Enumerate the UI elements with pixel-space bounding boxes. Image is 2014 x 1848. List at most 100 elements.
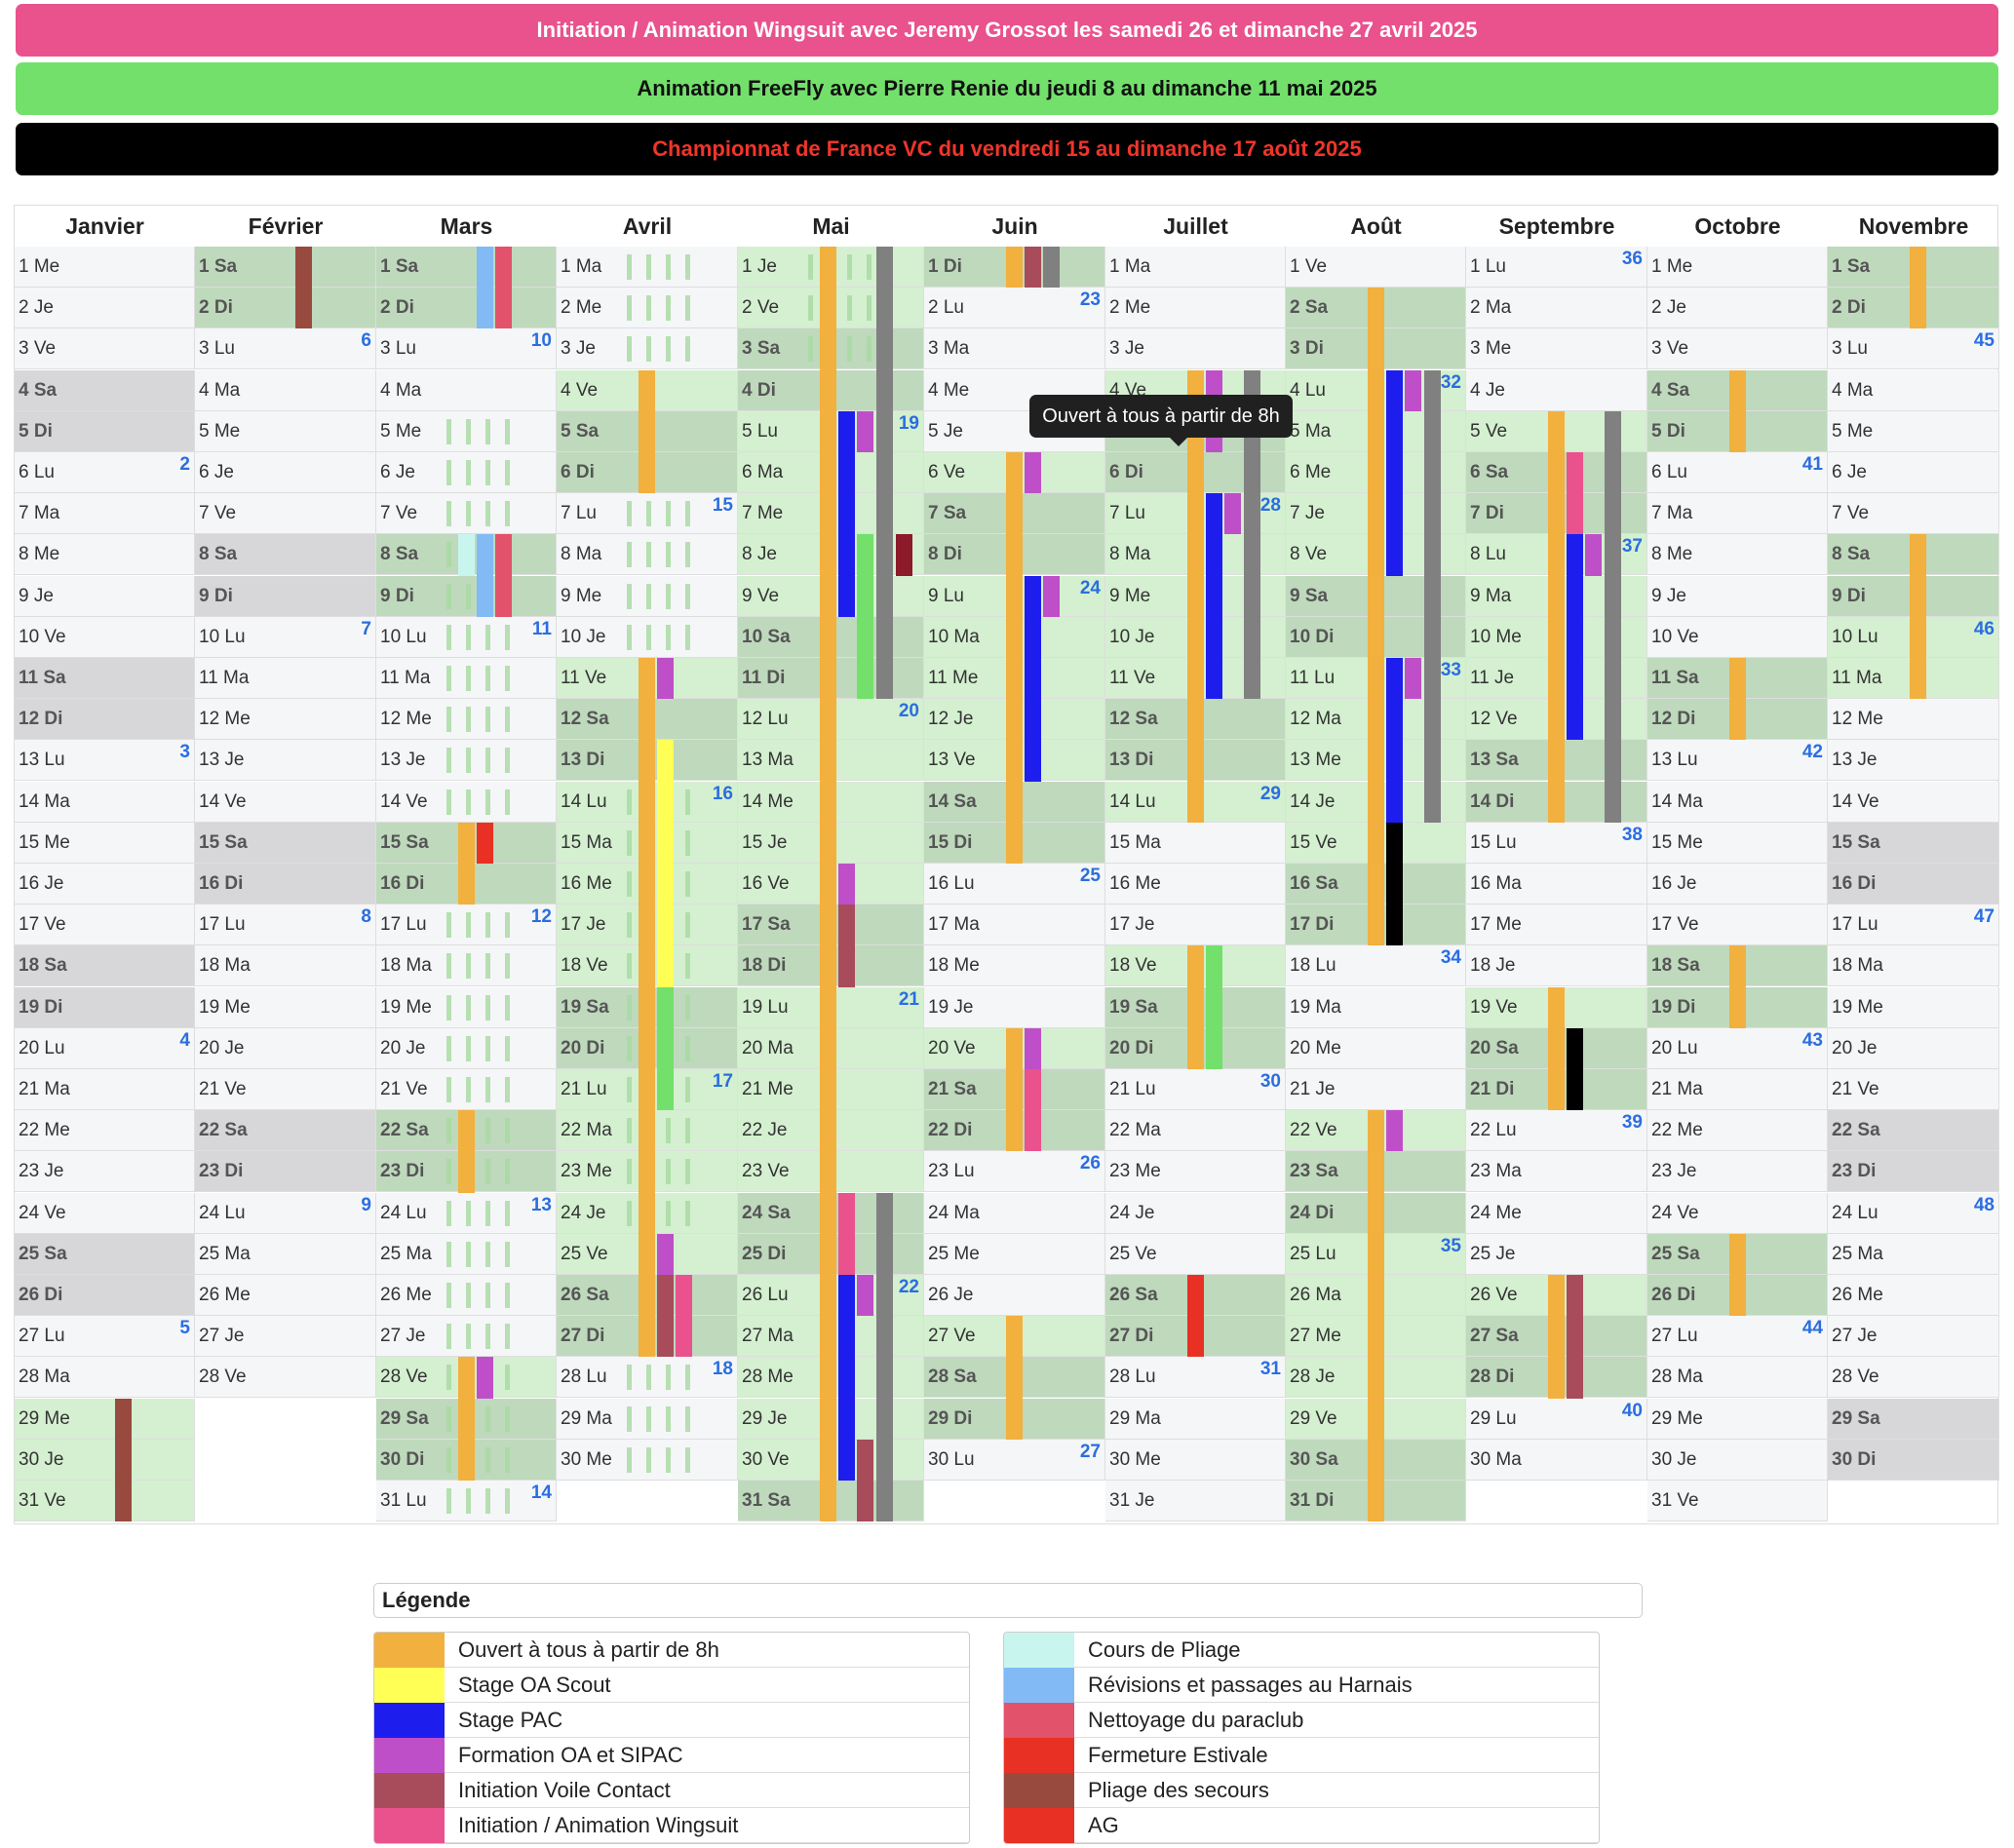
day-cell[interactable]: 15 Me <box>15 822 195 864</box>
day-cell[interactable]: 9 Di <box>195 575 376 617</box>
event-bar[interactable] <box>477 247 493 329</box>
day-cell[interactable]: 30 Je <box>1647 1439 1828 1481</box>
event-bar[interactable] <box>1585 534 1602 576</box>
day-cell[interactable]: 28 Lu 31 <box>1105 1357 1286 1399</box>
event-bar[interactable] <box>495 534 512 617</box>
day-cell[interactable]: 30 Ma <box>1466 1439 1647 1481</box>
event-bar[interactable] <box>657 1233 674 1275</box>
day-cell[interactable]: 23 Ma <box>1466 1151 1647 1193</box>
day-cell[interactable]: 14 Ve <box>1828 781 1999 823</box>
day-cell[interactable]: 29 Me <box>1647 1398 1828 1440</box>
day-cell[interactable]: 5 Me <box>195 410 376 452</box>
day-cell[interactable]: 4 Ma <box>195 369 376 411</box>
day-cell[interactable]: 17 Lu 12 <box>376 905 557 946</box>
day-cell[interactable]: 17 Ve <box>1647 905 1828 946</box>
day-cell[interactable]: 2 Ma <box>1466 288 1647 329</box>
day-cell[interactable]: 6 Lu 41 <box>1647 452 1828 493</box>
day-cell[interactable]: 18 Me <box>924 945 1105 987</box>
day-cell[interactable]: 31 Ve <box>1647 1481 1828 1521</box>
event-bar[interactable] <box>1424 369 1441 823</box>
day-cell[interactable]: 24 Lu 9 <box>195 1192 376 1234</box>
day-cell[interactable]: 24 Je <box>1105 1192 1286 1234</box>
event-bar[interactable] <box>1187 945 1204 1069</box>
day-cell[interactable]: 16 Di <box>1828 864 1999 905</box>
day-cell[interactable]: 28 Lu 18 <box>557 1357 738 1399</box>
event-bar[interactable] <box>1567 1027 1583 1111</box>
day-cell[interactable]: 21 Ma <box>15 1069 195 1110</box>
event-bar[interactable] <box>1206 945 1222 1069</box>
event-bar[interactable] <box>1567 534 1583 741</box>
day-cell[interactable]: 16 Lu 25 <box>924 864 1105 905</box>
day-cell[interactable]: 1 Ma <box>1105 247 1286 288</box>
day-cell[interactable]: 26 Me <box>1828 1275 1999 1316</box>
day-cell[interactable]: 15 Ma <box>1105 822 1286 864</box>
event-bar[interactable] <box>1006 452 1023 864</box>
event-bar[interactable] <box>657 1275 674 1358</box>
event-bar[interactable] <box>639 658 655 1358</box>
day-cell[interactable]: 17 Ma <box>924 905 1105 946</box>
day-cell[interactable]: 1 Me <box>1647 247 1828 288</box>
event-bar[interactable] <box>1025 247 1041 289</box>
day-cell[interactable]: 2 Je <box>15 288 195 329</box>
event-bar[interactable] <box>477 534 493 617</box>
day-cell[interactable]: 27 Lu 44 <box>1647 1316 1828 1358</box>
event-bar[interactable] <box>1605 410 1621 823</box>
day-cell[interactable]: 11 Ma <box>195 658 376 699</box>
day-cell[interactable]: 24 Ve <box>15 1192 195 1234</box>
event-bar[interactable] <box>1006 247 1023 289</box>
event-bar[interactable] <box>857 1439 873 1522</box>
event-bar[interactable] <box>1910 534 1926 700</box>
day-cell[interactable]: 7 Ve <box>195 493 376 535</box>
day-cell[interactable]: 2 Je <box>1647 288 1828 329</box>
day-cell[interactable]: 6 Je <box>1828 452 1999 493</box>
day-cell[interactable]: 27 Lu 5 <box>15 1316 195 1358</box>
day-cell[interactable]: 28 Ma <box>15 1357 195 1399</box>
event-bar[interactable] <box>1729 369 1746 452</box>
day-cell[interactable]: 28 Ma <box>1647 1357 1828 1399</box>
day-cell[interactable]: 22 Me <box>15 1110 195 1152</box>
event-bar[interactable] <box>676 1275 692 1358</box>
day-cell[interactable]: 13 Je <box>195 740 376 782</box>
day-cell[interactable]: 23 Lu 26 <box>924 1151 1105 1193</box>
day-cell[interactable]: 16 Je <box>15 864 195 905</box>
day-cell[interactable]: 2 Me <box>1105 288 1286 329</box>
day-cell[interactable]: 2 Di <box>195 288 376 329</box>
event-bar[interactable] <box>838 1192 855 1275</box>
event-bar[interactable] <box>1187 1275 1204 1358</box>
day-cell[interactable]: 25 Ma <box>1828 1233 1999 1275</box>
day-cell[interactable]: 29 Me <box>15 1398 195 1440</box>
day-cell[interactable]: 7 Ma <box>15 493 195 535</box>
day-cell[interactable]: 2 Di <box>376 288 557 329</box>
day-cell[interactable]: 7 Ma <box>1647 493 1828 535</box>
day-cell[interactable]: 10 Lu 11 <box>376 616 557 658</box>
banner-wingsuit[interactable]: Initiation / Animation Wingsuit avec Jer… <box>16 4 1998 57</box>
event-bar[interactable] <box>458 1110 475 1193</box>
day-cell[interactable]: 23 Me <box>1105 1151 1286 1193</box>
day-cell[interactable]: 18 Je <box>1466 945 1647 987</box>
event-bar[interactable] <box>1729 1233 1746 1317</box>
day-cell[interactable]: 4 Je <box>1466 369 1647 411</box>
event-bar[interactable] <box>495 247 512 329</box>
event-bar[interactable] <box>1368 1110 1384 1522</box>
day-cell[interactable]: 8 Me <box>1647 534 1828 576</box>
day-cell[interactable]: 29 Ma <box>1105 1398 1286 1440</box>
day-cell[interactable]: 3 Ve <box>15 328 195 370</box>
event-bar[interactable] <box>838 864 855 905</box>
day-cell[interactable]: 15 Lu 38 <box>1466 822 1647 864</box>
day-cell[interactable]: 19 Di <box>15 986 195 1028</box>
day-cell[interactable]: 3 Lu 6 <box>195 328 376 370</box>
day-cell[interactable]: 3 Me <box>1466 328 1647 370</box>
day-cell[interactable]: 30 Di <box>1828 1439 1999 1481</box>
event-bar[interactable] <box>657 986 674 1111</box>
banner-freefly[interactable]: Animation FreeFly avec Pierre Renie du j… <box>16 62 1998 115</box>
day-cell[interactable]: 10 Ve <box>1647 616 1828 658</box>
event-bar[interactable] <box>876 247 893 700</box>
day-cell[interactable]: 21 Ma <box>1647 1069 1828 1110</box>
event-bar[interactable] <box>1386 1110 1403 1152</box>
event-bar[interactable] <box>1548 986 1565 1111</box>
day-cell[interactable]: 1 Ve <box>1286 247 1466 288</box>
day-cell[interactable]: 18 Lu 34 <box>1286 945 1466 987</box>
event-bar[interactable] <box>1567 452 1583 535</box>
day-cell[interactable]: 29 Sa <box>1828 1398 1999 1440</box>
day-cell[interactable]: 25 Je <box>1466 1233 1647 1275</box>
